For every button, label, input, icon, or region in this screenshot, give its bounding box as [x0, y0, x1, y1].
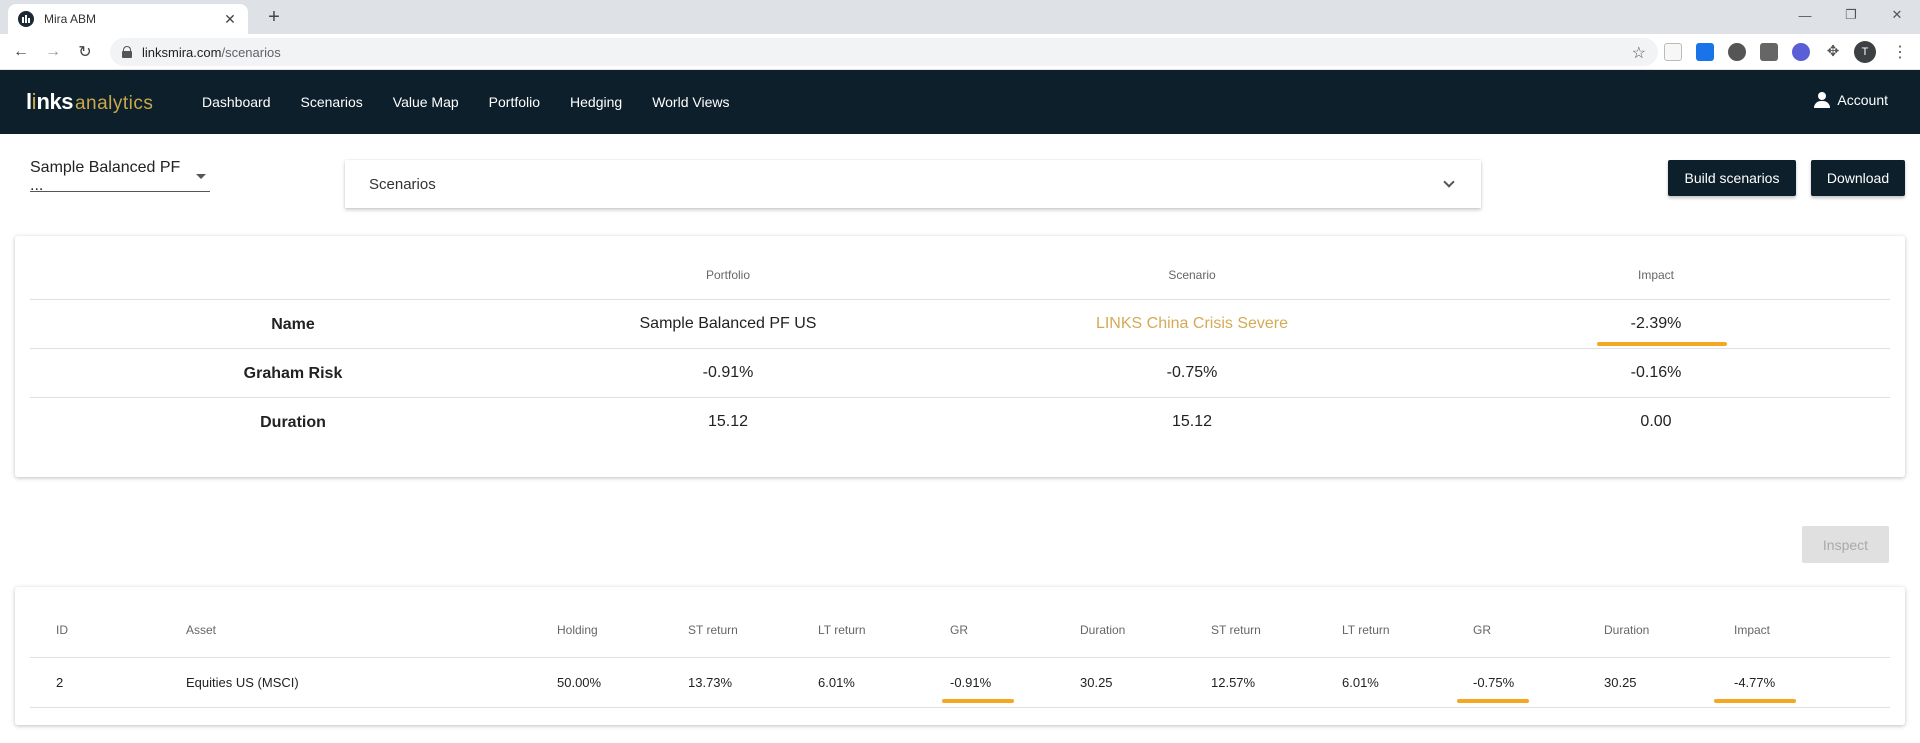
window-controls: — ❐ ✕	[1782, 0, 1920, 30]
account-label: Account	[1837, 92, 1888, 108]
account-button[interactable]: Account	[1814, 92, 1888, 108]
table-header-divider	[30, 657, 1890, 658]
extension-circle-icon[interactable]	[1728, 43, 1746, 61]
cell-asset: Equities US (MSCI)	[186, 675, 299, 690]
extension-layers-icon[interactable]	[1760, 43, 1778, 61]
col-header-st-return: ST return	[688, 623, 738, 637]
col-header-scenario-st-return: ST return	[1211, 623, 1261, 637]
bookmark-star-icon[interactable]: ☆	[1631, 45, 1646, 62]
new-tab-icon[interactable]: +	[268, 6, 280, 28]
portfolio-duration-value: 15.12	[707, 413, 749, 430]
url-text: linksmira.com/scenarios	[142, 44, 281, 60]
portfolio-name-value: Sample Balanced PF US	[639, 315, 817, 332]
portfolio-select[interactable]: Sample Balanced PF ...	[30, 158, 210, 194]
row-label: Graham Risk	[243, 365, 343, 382]
summary-row-duration: Duration 15.12 15.12 0.00	[30, 397, 1890, 446]
detail-table-card	[15, 587, 1905, 725]
col-header-gr: GR	[950, 623, 968, 637]
col-header-lt-return: LT return	[818, 623, 866, 637]
portfolio-gr-value: -0.91%	[702, 364, 754, 381]
app-navbar: l i nks analytics Dashboard Scenarios Value…	[0, 70, 1920, 134]
browser-tab-bar: Mira ABM ✕ + — ❐ ✕	[0, 0, 1920, 34]
cell-impact: -4.77%	[1734, 675, 1776, 690]
portfolio-select-value: Sample Balanced PF ...	[30, 158, 181, 194]
col-header-holding: Holding	[557, 623, 598, 637]
nav-scenarios[interactable]: Scenarios	[300, 94, 363, 110]
main-nav: Dashboard Scenarios Value Map Portfolio …	[202, 94, 759, 110]
row-label: Name	[271, 316, 315, 333]
scenario-select-value: Scenarios	[369, 175, 436, 193]
dropdown-caret-icon	[196, 174, 206, 179]
scenario-gr-value: -0.75%	[1166, 364, 1218, 381]
extensions-puzzle-icon[interactable]: ✥	[1826, 43, 1840, 60]
browser-toolbar: ← → ↻ linksmira.com/scenarios ☆ ✥	[0, 34, 1920, 70]
forward-arrow-icon[interactable]: →	[45, 43, 61, 60]
window-close-icon[interactable]: ✕	[1891, 7, 1903, 22]
cell-id: 2	[56, 675, 64, 690]
col-header-asset: Asset	[186, 623, 217, 637]
cell-scenario-lt-return: 6.01%	[1342, 675, 1379, 690]
inspect-button[interactable]: Inspect	[1802, 526, 1889, 563]
nav-portfolio[interactable]: Portfolio	[488, 94, 541, 110]
impact-duration-value: 0.00	[1640, 413, 1672, 430]
browser-tab[interactable]: Mira ABM ✕	[8, 4, 248, 34]
summary-header-portfolio: Portfolio	[705, 268, 751, 282]
cell-scenario-st-return: 12.57%	[1211, 675, 1256, 690]
restore-icon[interactable]: ❐	[1845, 7, 1857, 22]
nav-hedging[interactable]: Hedging	[570, 94, 623, 110]
summary-row-graham-risk: Graham Risk -0.91% -0.75% -0.16%	[30, 348, 1890, 397]
impact-name-value: -2.39%	[1630, 315, 1682, 332]
nav-world-views[interactable]: World Views	[652, 94, 730, 110]
tab-close-icon[interactable]: ✕	[224, 10, 236, 27]
tab-title: Mira ABM	[44, 12, 97, 26]
col-header-scenario-gr: GR	[1473, 623, 1491, 637]
cell-st-return: 13.73%	[688, 675, 733, 690]
lock-icon	[122, 46, 132, 58]
nav-dashboard[interactable]: Dashboard	[202, 94, 271, 110]
col-header-scenario-lt-return: LT return	[1342, 623, 1390, 637]
cell-scenario-gr: -0.75%	[1473, 675, 1515, 690]
cell-holding: 50.00%	[557, 675, 602, 690]
cell-duration: 30.25	[1080, 675, 1113, 690]
col-header-scenario-duration: Duration	[1604, 623, 1650, 637]
cell-lt-return: 6.01%	[818, 675, 855, 690]
links-analytics-logo[interactable]: l i nks analytics	[26, 89, 154, 114]
cell-scenario-duration: 30.25	[1604, 675, 1637, 690]
person-icon	[1814, 92, 1831, 108]
browser-menu-icon[interactable]: ⋮	[1892, 44, 1908, 61]
reload-icon[interactable]: ↻	[78, 44, 92, 61]
scenario-name-value[interactable]: LINKS China Crisis Severe	[1095, 315, 1289, 332]
col-header-impact: Impact	[1734, 623, 1771, 637]
download-button[interactable]: Download	[1811, 160, 1905, 196]
profile-avatar[interactable]: T	[1854, 41, 1876, 63]
build-scenarios-button[interactable]: Build scenarios	[1668, 160, 1796, 196]
impact-highlight-underline	[1597, 342, 1727, 346]
table-row-divider	[30, 707, 1890, 708]
chevron-down-icon	[1443, 176, 1455, 188]
nav-value-map[interactable]: Value Map	[392, 94, 459, 110]
extension-check-icon[interactable]	[1792, 43, 1810, 61]
scenario-gr-highlight-underline	[1457, 699, 1529, 703]
cell-gr: -0.91%	[950, 675, 992, 690]
impact-gr-value: -0.16%	[1630, 364, 1682, 381]
extension-grid-icon[interactable]	[1664, 43, 1682, 61]
mira-favicon-icon	[18, 11, 34, 27]
col-header-duration: Duration	[1080, 623, 1126, 637]
address-bar[interactable]: linksmira.com/scenarios ☆	[110, 38, 1658, 66]
back-arrow-icon[interactable]: ←	[13, 43, 29, 60]
summary-header-scenario: Scenario	[1168, 268, 1216, 282]
scenario-duration-value: 15.12	[1171, 413, 1213, 430]
impact-highlight-underline	[1714, 699, 1796, 703]
summary-card	[15, 236, 1905, 477]
row-label: Duration	[260, 414, 326, 431]
extension-b-icon[interactable]	[1696, 43, 1714, 61]
summary-row-name: Name Sample Balanced PF US LINKS China C…	[30, 299, 1890, 348]
col-header-id: ID	[56, 623, 68, 637]
gr-highlight-underline	[942, 699, 1014, 703]
minimize-icon[interactable]: —	[1798, 7, 1812, 23]
scenario-select[interactable]: Scenarios	[345, 160, 1481, 208]
summary-header-impact: Impact	[1637, 268, 1674, 282]
